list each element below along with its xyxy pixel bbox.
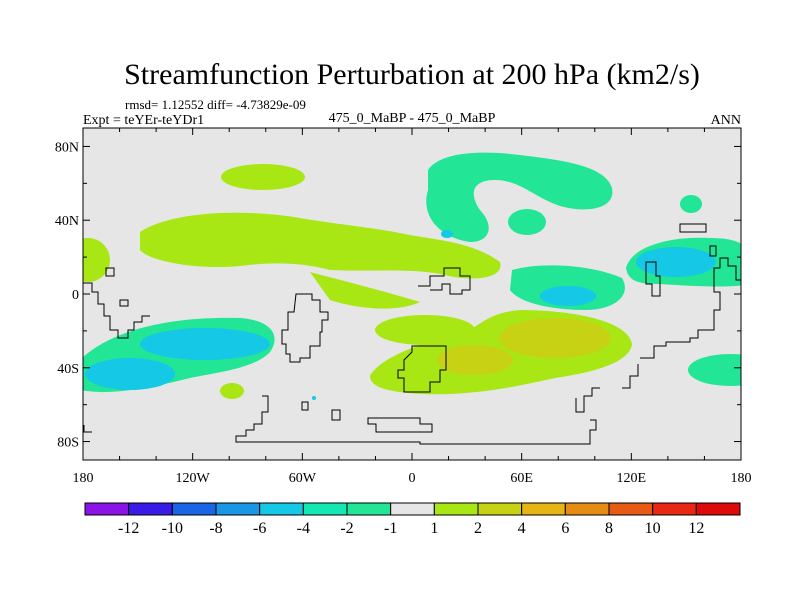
colorbar-swatch: [390, 502, 435, 516]
coastline: [640, 257, 741, 359]
x-tick-label: 60W: [289, 471, 317, 486]
coastline: [679, 223, 707, 233]
colorbar-swatch: [564, 502, 610, 516]
coastline: [235, 395, 597, 445]
y-tick-label: 40N: [55, 214, 79, 229]
contour-fill: [499, 318, 611, 358]
x-tick-label: 180: [73, 471, 94, 486]
coastline: [367, 417, 433, 433]
y-axis: 80N 40N 0 40S 80S: [55, 140, 741, 451]
contour-fill: [688, 354, 741, 386]
colorbar-swatch: [608, 502, 654, 516]
coastline: [418, 267, 471, 295]
coastline: [281, 293, 329, 363]
contour-fill: [508, 209, 546, 235]
x-tick-label: 60E: [510, 471, 533, 486]
colorbar-swatch: [346, 502, 392, 516]
coastline: [397, 345, 447, 393]
contour-fill: [437, 345, 513, 375]
colorbar-swatch: [84, 502, 130, 516]
contour-fill: [221, 164, 305, 190]
contour-fill: [540, 286, 596, 306]
colorbar-label: 8: [605, 520, 613, 537]
colorbar-label: -10: [162, 520, 183, 537]
coastline: [575, 387, 600, 413]
y-tick-label: 0: [72, 288, 79, 303]
colorbar-swatch: [695, 502, 741, 516]
coastline: [645, 261, 661, 297]
contour-fill: [83, 238, 110, 282]
colorbar-label: 1: [430, 520, 438, 537]
coastline: [119, 299, 129, 307]
colorbar-swatch: [171, 502, 217, 516]
coastline: [105, 267, 115, 277]
colorbar-label: 10: [645, 520, 661, 537]
coastline: [301, 401, 309, 411]
coastline: [709, 245, 717, 257]
x-tick-label: 120E: [617, 471, 647, 486]
chart-title: Streamfunction Perturbation at 200 hPa (…: [124, 58, 700, 91]
colorbar-swatch: [652, 502, 697, 516]
contour-fill: [441, 230, 453, 238]
contour-fill: [426, 152, 613, 242]
x-tick-label: 120W: [176, 471, 211, 486]
x-tick-label: 0: [409, 471, 416, 486]
coastline: [83, 282, 150, 339]
colorbar-label: -8: [209, 520, 222, 537]
colorbar-swatch: [215, 502, 261, 516]
coastline: [622, 364, 639, 389]
coastline: [83, 425, 92, 433]
x-tick-label: 180: [731, 471, 752, 486]
contour-fill: [220, 383, 244, 399]
colorbar-swatch: [521, 502, 566, 516]
map-panel: [82, 127, 742, 461]
period-label: ANN: [711, 113, 741, 128]
x-axis: 180 120W 60W 0 60E 120E 180: [73, 128, 752, 486]
contour-fill: [680, 195, 702, 213]
contour-fill: [85, 358, 175, 390]
contour-fill: [312, 396, 316, 400]
contour-fills: [83, 152, 741, 400]
case-label: 475_0_MaBP - 475_0_MaBP: [329, 111, 496, 126]
colorbar-swatch: [302, 502, 348, 516]
experiment-label: Expt = teYEr-teYDr1: [83, 113, 204, 128]
colorbar-swatch: [259, 502, 304, 516]
colorbar-label: 6: [561, 520, 569, 537]
contour-fill: [310, 272, 420, 309]
colorbar-label: -4: [297, 520, 310, 537]
contour-fill: [140, 328, 270, 360]
colorbar-label: -12: [118, 520, 139, 537]
contour-fill: [140, 212, 501, 279]
colorbar-label: -2: [340, 520, 353, 537]
colorbar-swatch: [433, 502, 479, 516]
coastline: [331, 409, 341, 421]
y-tick-label: 40S: [57, 362, 79, 377]
colorbar-label: -6: [253, 520, 266, 537]
colorbar-label: 4: [518, 520, 526, 537]
colorbar-label: -1: [384, 520, 397, 537]
coastlines: [83, 223, 741, 445]
colorbar: -12 -10 -8 -6 -4 -2 -1 1 2 4 6 8 10 12: [84, 502, 741, 537]
y-tick-label: 80S: [57, 436, 79, 451]
map-background: [83, 128, 741, 460]
colorbar-label: 12: [688, 520, 704, 537]
colorbar-swatch: [477, 502, 523, 516]
stats-label: rmsd= 1.12552 diff= -4.73829e-09: [125, 97, 306, 112]
colorbar-label: 2: [474, 520, 482, 537]
colorbar-swatch: [128, 502, 173, 516]
y-tick-label: 80N: [55, 140, 79, 155]
